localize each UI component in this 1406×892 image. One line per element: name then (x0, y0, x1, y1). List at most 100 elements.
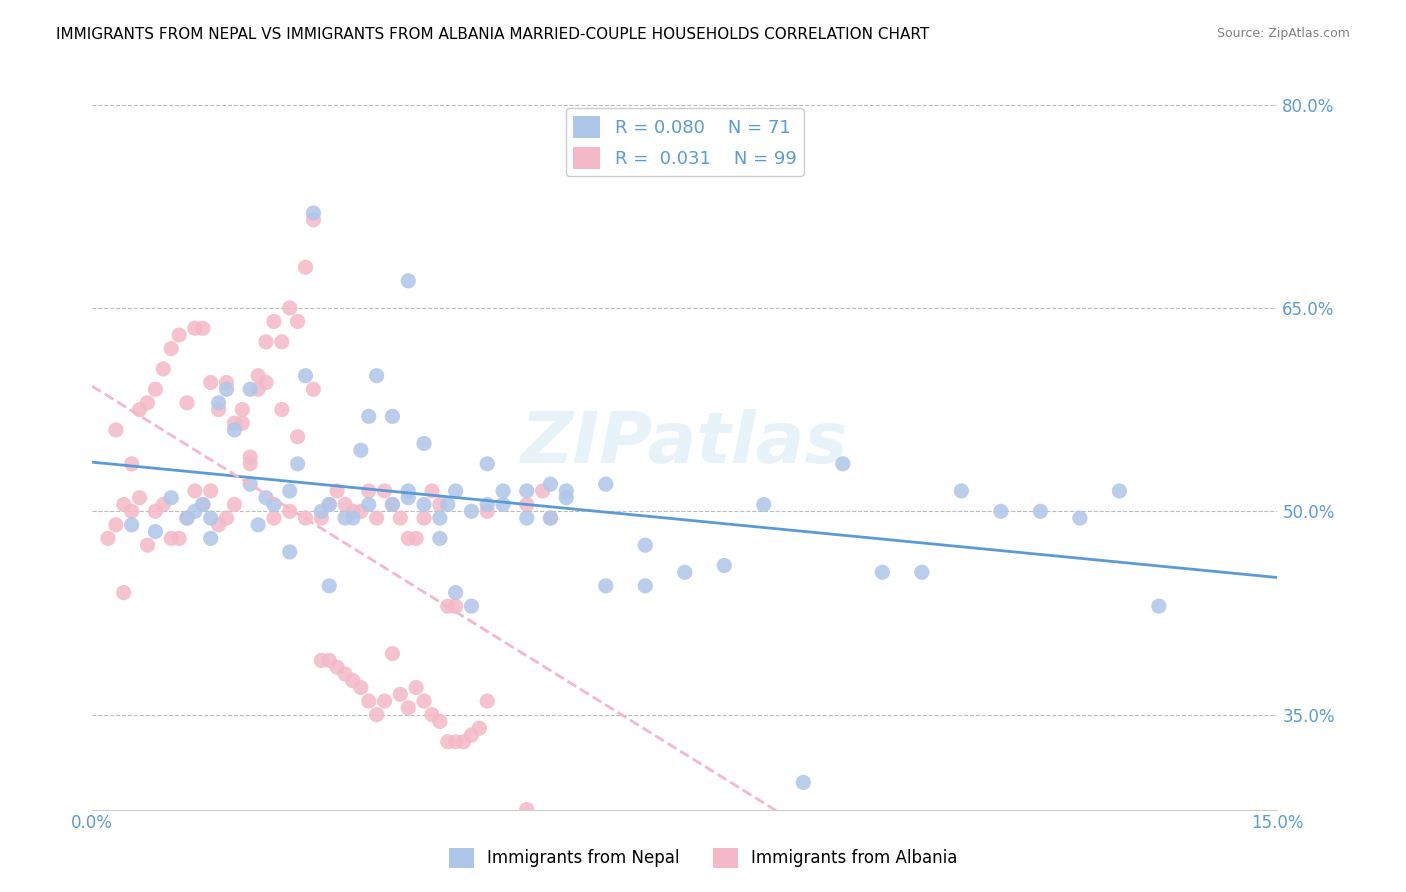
Point (136, 396, 159, 410)
Point (145, 524, 167, 539)
Point (373, 483, 395, 498)
Point (215, 511, 238, 525)
Point (429, 498, 451, 512)
Point (326, 660, 349, 674)
Point (420, 483, 443, 498)
Legend: Immigrants from Nepal, Immigrants from Albania: Immigrants from Nepal, Immigrants from A… (441, 841, 965, 875)
Point (516, 498, 538, 512)
Point (254, 334, 277, 349)
Point (831, 457, 853, 471)
Point (752, 498, 775, 512)
Point (215, 376, 238, 390)
Point (389, 511, 412, 525)
Point (207, 396, 229, 410)
Point (366, 707, 388, 722)
Point (160, 491, 183, 505)
Point (990, 504, 1012, 518)
Point (207, 402, 229, 417)
Point (184, 504, 207, 518)
Point (333, 498, 356, 512)
Point (270, 402, 292, 417)
Point (302, 382, 325, 396)
Point (357, 483, 380, 498)
Point (413, 498, 436, 512)
Point (224, 498, 246, 512)
Point (792, 775, 814, 789)
Legend: R = 0.080    N = 71, R =  0.031    N = 99: R = 0.080 N = 71, R = 0.031 N = 99 (565, 109, 804, 176)
Point (239, 450, 262, 464)
Point (436, 498, 458, 512)
Point (270, 334, 292, 349)
Point (1029, 504, 1052, 518)
Point (121, 517, 143, 532)
Point (207, 517, 229, 532)
Point (357, 409, 380, 424)
Point (184, 483, 207, 498)
Point (342, 673, 364, 688)
Point (333, 667, 356, 681)
Point (436, 599, 458, 614)
Point (634, 579, 657, 593)
Point (239, 382, 262, 396)
Point (326, 483, 349, 498)
Point (287, 314, 309, 328)
Point (1108, 483, 1130, 498)
Point (247, 368, 270, 383)
Point (152, 362, 174, 376)
Text: IMMIGRANTS FROM NEPAL VS IMMIGRANTS FROM ALBANIA MARRIED-COUPLE HOUSEHOLDS CORRE: IMMIGRANTS FROM NEPAL VS IMMIGRANTS FROM… (56, 27, 929, 42)
Point (136, 538, 159, 552)
Point (396, 483, 419, 498)
Point (128, 491, 150, 505)
Point (152, 498, 174, 512)
Point (429, 714, 451, 729)
Point (160, 342, 183, 356)
Point (176, 511, 198, 525)
Point (239, 457, 262, 471)
Point (405, 532, 427, 546)
Point (215, 382, 238, 396)
Point (302, 206, 325, 220)
Point (350, 504, 373, 518)
Point (444, 735, 467, 749)
Point (112, 585, 135, 599)
Point (294, 368, 316, 383)
Point (184, 321, 207, 335)
Point (413, 511, 436, 525)
Point (555, 816, 578, 830)
Point (555, 491, 578, 505)
Point (444, 585, 467, 599)
Point (492, 483, 515, 498)
Point (278, 504, 301, 518)
Point (278, 483, 301, 498)
Point (444, 483, 467, 498)
Point (342, 504, 364, 518)
Point (263, 314, 285, 328)
Point (191, 498, 214, 512)
Point (200, 532, 222, 546)
Point (263, 511, 285, 525)
Point (477, 457, 499, 471)
Point (1147, 599, 1170, 614)
Point (460, 504, 482, 518)
Point (460, 728, 482, 742)
Point (477, 498, 499, 512)
Point (247, 517, 270, 532)
Point (555, 483, 578, 498)
Point (477, 694, 499, 708)
Point (333, 511, 356, 525)
Point (373, 694, 395, 708)
Point (176, 511, 198, 525)
Point (460, 599, 482, 614)
Point (595, 477, 617, 491)
Point (239, 477, 262, 491)
Point (191, 321, 214, 335)
Point (278, 545, 301, 559)
Point (413, 694, 436, 708)
Point (634, 538, 657, 552)
Point (121, 457, 143, 471)
Point (318, 653, 340, 667)
Point (366, 511, 388, 525)
Point (540, 511, 562, 525)
Point (224, 416, 246, 430)
Point (1069, 511, 1091, 525)
